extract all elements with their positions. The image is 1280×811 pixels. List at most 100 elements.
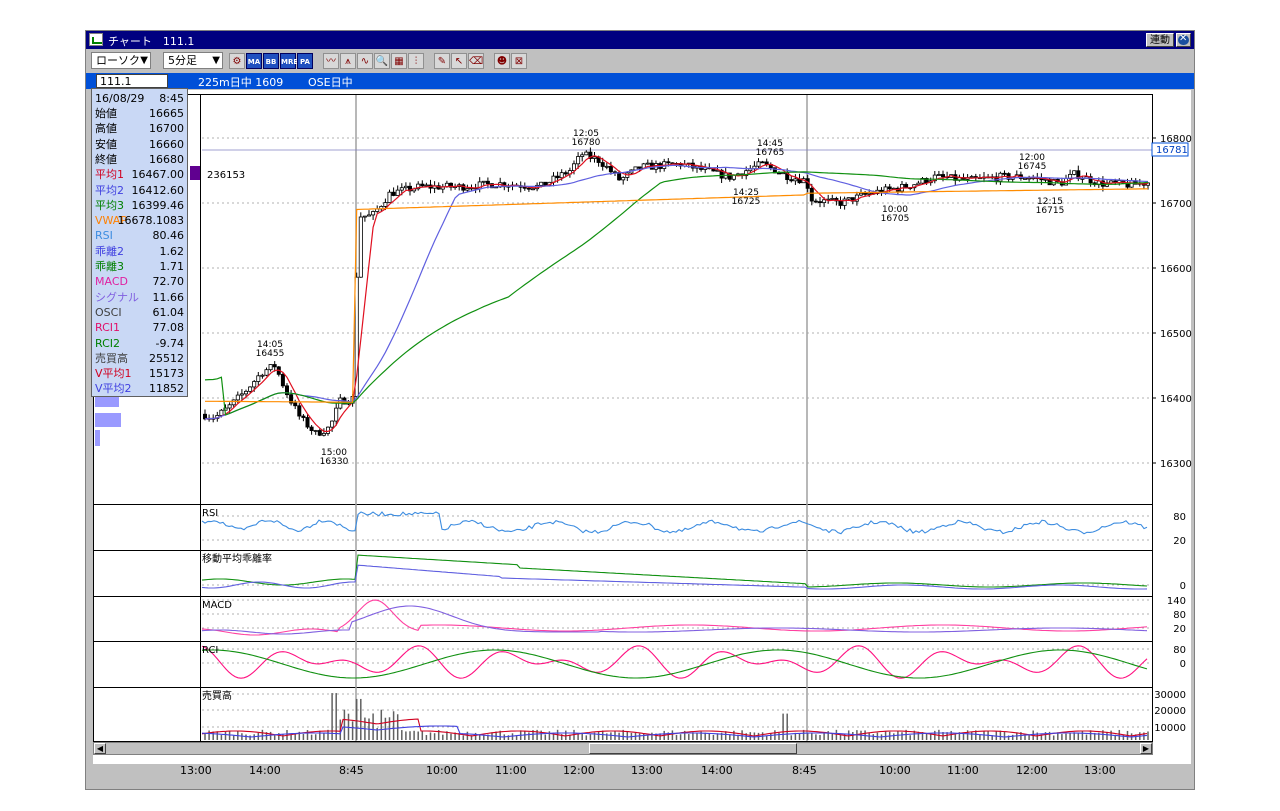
subpanel-tick-label: 10000 bbox=[1154, 723, 1186, 734]
subpanel-title: RSI bbox=[202, 508, 218, 519]
info-icon[interactable]: ⊠ bbox=[511, 53, 527, 69]
info-row-label: RSI bbox=[95, 229, 113, 243]
wave-tool-icon[interactable]: ∿ bbox=[357, 53, 373, 69]
candle-body bbox=[867, 192, 872, 195]
candle-body bbox=[489, 183, 494, 189]
time-axis-label: 10:00 bbox=[879, 764, 911, 777]
candle-body bbox=[264, 369, 269, 376]
scrollbar-thumb[interactable] bbox=[589, 743, 797, 754]
candle-body bbox=[280, 373, 285, 387]
candle-body bbox=[842, 198, 847, 206]
chevron-down-icon: ▼ bbox=[140, 55, 148, 66]
pa-button[interactable]: PA bbox=[297, 53, 313, 69]
annotation-price: 16745 bbox=[1018, 162, 1047, 172]
candle-body bbox=[600, 162, 605, 167]
candle-body bbox=[268, 364, 273, 371]
candle-body bbox=[588, 151, 593, 159]
candle-body bbox=[838, 200, 843, 206]
candle-body bbox=[715, 169, 720, 172]
chart-area[interactable] bbox=[93, 90, 1191, 764]
time-axis-label: 11:00 bbox=[495, 764, 527, 777]
current-price-label: 16781 bbox=[1156, 145, 1188, 156]
info-bar: 225m日中 1609 OSE日中 bbox=[86, 73, 1194, 89]
candle-body bbox=[645, 162, 650, 165]
candle-body bbox=[297, 405, 302, 417]
signal-line bbox=[201, 605, 1148, 635]
info-row-value: 77.08 bbox=[152, 321, 185, 335]
scroll-right-icon[interactable]: ▶ bbox=[1140, 743, 1152, 754]
info-row-label: 高値 bbox=[95, 122, 117, 136]
candle-body bbox=[330, 420, 335, 428]
info-row-value: 72.70 bbox=[152, 275, 185, 289]
candle-body bbox=[1002, 172, 1007, 175]
time-axis-label: 13:00 bbox=[631, 764, 663, 777]
candle-body bbox=[941, 174, 946, 178]
pen-icon[interactable]: ✎ bbox=[434, 53, 450, 69]
bb-button[interactable]: BB bbox=[263, 53, 279, 69]
info-time: 8:45 bbox=[159, 92, 184, 105]
deviation1-line bbox=[201, 564, 1148, 590]
title-bar[interactable]: チャート 111.1 bbox=[86, 31, 1194, 49]
scroll-left-icon[interactable]: ◀ bbox=[94, 743, 106, 754]
rci1-line bbox=[201, 645, 1148, 679]
annotation-price: 16780 bbox=[572, 138, 601, 148]
chart-settings-icon[interactable]: ⚙ bbox=[229, 53, 245, 69]
search-icon[interactable]: ☻ bbox=[494, 53, 510, 69]
candle-body bbox=[383, 202, 388, 207]
symbol-input[interactable]: 111.1 bbox=[96, 74, 168, 88]
line-tool-icon[interactable]: 〰 bbox=[323, 53, 339, 69]
info-row: V平均2 11852 bbox=[92, 381, 187, 396]
candle-body bbox=[1076, 170, 1081, 180]
info-row: RCI2 -9.74 bbox=[92, 336, 187, 351]
candle-body bbox=[1072, 170, 1077, 175]
candle-body bbox=[1023, 178, 1028, 180]
annotation-time: 12:15 bbox=[1037, 197, 1063, 207]
info-row-value: -9.74 bbox=[155, 336, 184, 350]
candle-body bbox=[576, 156, 581, 165]
info-row: 平均3 16399.46 bbox=[92, 198, 187, 213]
subpanel-tick-label: 20 bbox=[1173, 624, 1186, 635]
candle-body bbox=[584, 151, 589, 156]
candle-body bbox=[321, 432, 326, 436]
candle-body bbox=[391, 191, 396, 196]
info-row: V平均1 15173 bbox=[92, 366, 187, 381]
interval-select[interactable]: 5分足 ▼ bbox=[163, 52, 223, 69]
candle-tool-icon[interactable]: ⩚ bbox=[340, 53, 356, 69]
ma3-line bbox=[204, 171, 1149, 416]
subpanel-title: MACD bbox=[202, 600, 232, 611]
candle-body bbox=[789, 179, 794, 182]
annotation-time: 14:25 bbox=[733, 188, 759, 198]
annotation-time: 14:05 bbox=[257, 340, 283, 350]
volume-ma2-line bbox=[201, 725, 1148, 738]
bars-tool-icon[interactable]: ⫶ bbox=[408, 53, 424, 69]
info-row-label: V平均2 bbox=[95, 382, 132, 396]
candle-body bbox=[617, 172, 622, 181]
info-row-value: 11852 bbox=[149, 382, 184, 396]
info-row-value: 16678.1083 bbox=[117, 214, 184, 228]
zoom-icon[interactable]: 🔍 bbox=[374, 53, 390, 69]
mre-button[interactable]: MRE bbox=[280, 53, 298, 69]
info-row-value: 61.04 bbox=[152, 305, 185, 319]
candle-body bbox=[227, 404, 232, 409]
candle-body bbox=[461, 184, 466, 191]
price-tick-label: 16700 bbox=[1160, 199, 1192, 210]
eraser-icon[interactable]: ⌫ bbox=[468, 53, 484, 69]
calculator-icon[interactable]: ▦ bbox=[391, 53, 407, 69]
annotation-time: 12:00 bbox=[1019, 153, 1045, 163]
horizontal-scrollbar[interactable]: ◀ ▶ bbox=[93, 742, 1153, 755]
chart-type-select[interactable]: ローソク ▼ bbox=[91, 52, 151, 69]
pointer-icon[interactable]: ↖ bbox=[451, 53, 467, 69]
candle-body bbox=[555, 175, 560, 179]
info-row: 安値 16660 bbox=[92, 137, 187, 152]
ma-button[interactable]: MA bbox=[246, 53, 262, 69]
annotation-price: 16725 bbox=[732, 197, 761, 207]
info-row-label: 平均2 bbox=[95, 183, 124, 197]
candle-body bbox=[235, 394, 240, 401]
ma1-line bbox=[204, 155, 1149, 432]
info-row-label: 平均3 bbox=[95, 198, 124, 212]
close-icon[interactable] bbox=[1176, 33, 1191, 47]
link-button[interactable]: 連動 bbox=[1146, 33, 1174, 47]
chevron-down-icon: ▼ bbox=[212, 55, 220, 66]
info-row-value: 1.71 bbox=[159, 260, 185, 273]
